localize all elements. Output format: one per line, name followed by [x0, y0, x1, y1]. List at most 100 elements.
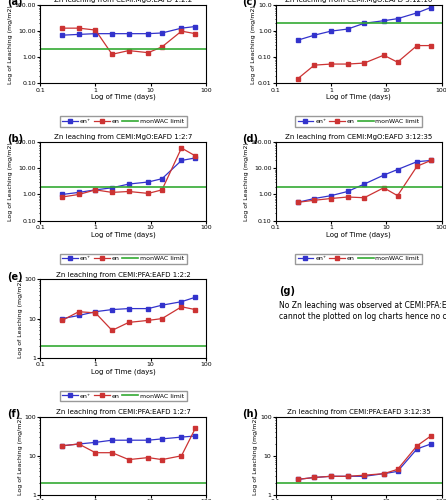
- en: [295, 200, 300, 205]
- en⁺: [109, 185, 115, 191]
- Text: (h): (h): [243, 409, 259, 419]
- Line: en⁺: en⁺: [296, 158, 433, 204]
- en⁺: [328, 192, 334, 198]
- en: [179, 28, 184, 34]
- en⁺: [159, 176, 165, 182]
- Legend: en⁺, en, monWAC limit: en⁺, en, monWAC limit: [60, 254, 186, 264]
- monWAC limit: [93, 184, 98, 190]
- en: [428, 158, 434, 164]
- en⁺: [362, 181, 367, 187]
- Text: (g): (g): [279, 286, 295, 296]
- en⁺: [109, 437, 115, 443]
- Line: en⁺: en⁺: [60, 25, 197, 37]
- en⁺: [76, 441, 82, 447]
- en: [159, 44, 165, 50]
- en⁺: [93, 187, 98, 193]
- en⁺: [381, 18, 386, 24]
- en⁺: [312, 32, 317, 38]
- en: [312, 474, 317, 480]
- en: [59, 25, 65, 31]
- Title: Zn leaching from CEMI:PFA:EAFD 3:12:35: Zn leaching from CEMI:PFA:EAFD 3:12:35: [287, 409, 430, 415]
- en⁺: [126, 437, 132, 443]
- en: [109, 52, 115, 58]
- en: [428, 42, 434, 48]
- en⁺: [126, 30, 132, 36]
- en⁺: [179, 434, 184, 440]
- en⁺: [395, 16, 400, 22]
- en: [381, 470, 386, 476]
- en⁺: [179, 298, 184, 304]
- en: [126, 48, 132, 54]
- en⁺: [414, 446, 420, 452]
- en: [59, 318, 65, 324]
- en: [76, 441, 82, 447]
- en⁺: [76, 190, 82, 196]
- en⁺: [362, 474, 367, 480]
- en: [179, 453, 184, 459]
- en: [179, 304, 184, 310]
- Title: Zn leaching from CEMI:MgO:EAFD 3:12:35: Zn leaching from CEMI:MgO:EAFD 3:12:35: [285, 134, 432, 140]
- en⁺: [126, 181, 132, 187]
- en⁺: [59, 443, 65, 449]
- en: [145, 50, 151, 56]
- Text: No Zn leaching was observed at CEMI:PFA:EAFD 3:12:10 mix ratio. Zero values
cann: No Zn leaching was observed at CEMI:PFA:…: [279, 302, 446, 321]
- en: [193, 306, 198, 312]
- en⁺: [145, 437, 151, 443]
- en: [145, 318, 151, 324]
- en: [59, 194, 65, 200]
- en: [193, 30, 198, 36]
- Text: (f): (f): [7, 409, 20, 419]
- Text: (b): (b): [7, 134, 23, 144]
- Text: (c): (c): [243, 0, 257, 7]
- en: [345, 61, 350, 67]
- monWAC limit: [328, 184, 334, 190]
- X-axis label: Log of Time (days): Log of Time (days): [326, 94, 391, 100]
- Line: en: en: [60, 426, 197, 462]
- en⁺: [145, 179, 151, 185]
- X-axis label: Log of Time (days): Log of Time (days): [91, 231, 156, 237]
- en: [109, 328, 115, 334]
- Title: Zn leaching from CEMI:PFA:EAFD 1:2:2: Zn leaching from CEMI:PFA:EAFD 1:2:2: [56, 272, 190, 278]
- Y-axis label: Log of Leaching (mg/m2): Log of Leaching (mg/m2): [8, 142, 13, 221]
- en⁺: [295, 476, 300, 482]
- Text: (d): (d): [243, 134, 259, 144]
- en: [126, 188, 132, 194]
- Y-axis label: Log of Leaching (mg/m2): Log of Leaching (mg/m2): [253, 416, 259, 495]
- en⁺: [312, 196, 317, 202]
- Line: en: en: [296, 158, 433, 204]
- en: [414, 443, 420, 449]
- en: [328, 474, 334, 480]
- en: [159, 187, 165, 193]
- Line: en⁺: en⁺: [296, 442, 433, 481]
- en⁺: [109, 30, 115, 36]
- en: [76, 25, 82, 31]
- en⁺: [109, 306, 115, 312]
- en⁺: [145, 30, 151, 36]
- en: [179, 145, 184, 151]
- en: [126, 320, 132, 326]
- en⁺: [328, 28, 334, 34]
- en: [328, 61, 334, 67]
- en⁺: [145, 306, 151, 312]
- monWAC limit: [93, 480, 98, 486]
- en: [362, 60, 367, 66]
- monWAC limit: [93, 343, 98, 349]
- monWAC limit: [93, 46, 98, 52]
- en: [93, 310, 98, 316]
- Line: en⁺: en⁺: [296, 6, 433, 42]
- Line: en: en: [60, 305, 197, 332]
- en: [193, 153, 198, 159]
- en⁺: [59, 316, 65, 322]
- en: [93, 27, 98, 33]
- en: [193, 426, 198, 432]
- en: [76, 308, 82, 314]
- en⁺: [159, 30, 165, 36]
- en⁺: [126, 306, 132, 312]
- en: [312, 62, 317, 68]
- en⁺: [345, 188, 350, 194]
- en: [345, 194, 350, 200]
- en⁺: [395, 468, 400, 474]
- en⁺: [428, 158, 434, 164]
- Legend: en⁺, en, monWAC limit: en⁺, en, monWAC limit: [295, 254, 422, 264]
- Line: en⁺: en⁺: [60, 296, 197, 320]
